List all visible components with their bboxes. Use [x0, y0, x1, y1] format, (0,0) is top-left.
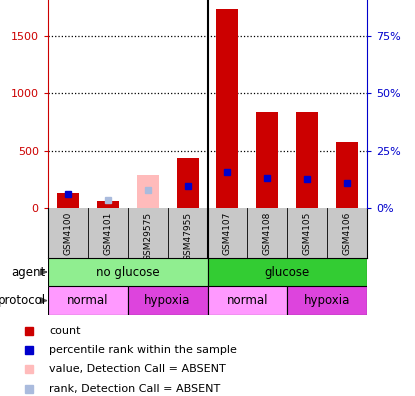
- Text: GSM29575: GSM29575: [143, 212, 152, 261]
- Text: agent: agent: [11, 266, 46, 278]
- Bar: [287, 286, 367, 315]
- Bar: [128, 286, 208, 315]
- Bar: [48, 286, 128, 315]
- Text: normal: normal: [67, 294, 108, 307]
- Text: GSM4100: GSM4100: [63, 212, 72, 255]
- Bar: [336, 142, 358, 208]
- Bar: [208, 258, 367, 286]
- Text: no glucose: no glucose: [96, 266, 159, 278]
- Text: GSM47955: GSM47955: [183, 212, 192, 261]
- Text: count: count: [49, 326, 81, 336]
- Bar: [176, 158, 198, 208]
- Bar: [48, 258, 208, 286]
- Text: hypoxia: hypoxia: [304, 294, 351, 307]
- Bar: [208, 286, 287, 315]
- Text: GSM4107: GSM4107: [223, 212, 232, 255]
- Bar: [296, 112, 318, 208]
- Text: GSM4106: GSM4106: [343, 212, 352, 255]
- Text: percentile rank within the sample: percentile rank within the sample: [49, 345, 237, 355]
- Text: protocol: protocol: [0, 294, 46, 307]
- Text: glucose: glucose: [265, 266, 310, 278]
- Bar: [217, 9, 239, 208]
- Text: GSM4101: GSM4101: [103, 212, 112, 255]
- Bar: [57, 193, 79, 208]
- Text: GSM4108: GSM4108: [263, 212, 272, 255]
- Bar: [97, 202, 119, 208]
- Bar: [256, 112, 278, 208]
- Text: value, Detection Call = ABSENT: value, Detection Call = ABSENT: [49, 364, 226, 374]
- Text: normal: normal: [227, 294, 268, 307]
- Bar: [137, 175, 159, 208]
- Text: hypoxia: hypoxia: [144, 294, 191, 307]
- Text: GSM4105: GSM4105: [303, 212, 312, 255]
- Text: rank, Detection Call = ABSENT: rank, Detection Call = ABSENT: [49, 384, 221, 394]
